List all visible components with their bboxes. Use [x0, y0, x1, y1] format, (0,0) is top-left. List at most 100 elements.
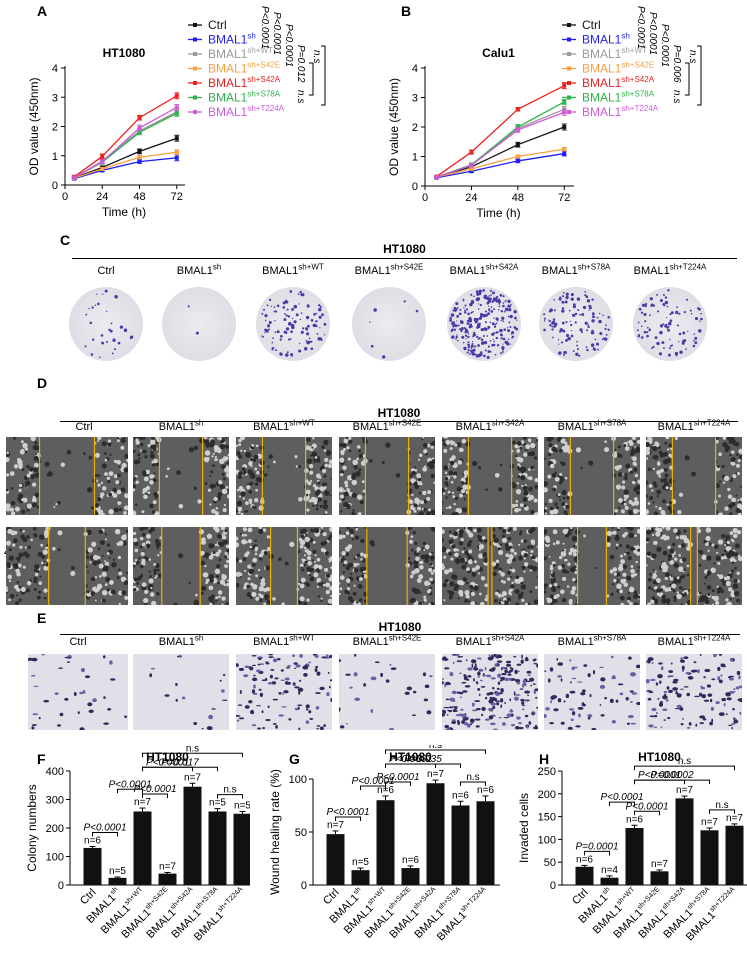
data-point-ctrl: [562, 125, 567, 129]
transwell-column-label: BMAL1sh+S42A: [455, 633, 525, 648]
significance-label: n.s: [678, 756, 691, 767]
legend-label-s42a: BMAL1sh+S42A: [208, 75, 281, 90]
legend-marker: [567, 52, 571, 56]
legend-label-wt: BMAL1sh+WT: [208, 46, 273, 61]
data-point-s42e: [515, 154, 520, 159]
y-tick-label: 0: [52, 180, 58, 192]
significance-bracket: [142, 752, 243, 758]
data-point-t224a: [469, 163, 474, 168]
significance-label: P<0.0001: [625, 801, 668, 812]
bar: [650, 871, 669, 885]
y-tick-label: 200: [538, 789, 556, 801]
series-line-sh: [436, 152, 565, 179]
data-point-s42e: [469, 166, 474, 171]
y-tick-label: 50: [544, 857, 556, 869]
legend-label-sh: BMAL1sh: [208, 32, 256, 47]
transwell-image: [544, 654, 640, 730]
y-tick-label: 0: [412, 181, 418, 193]
n-label: n=5: [109, 866, 126, 877]
data-point-s42e: [137, 155, 142, 160]
wound-column-label: BMAL1sh+T224A: [657, 418, 731, 433]
n-label: n=5: [234, 800, 250, 811]
panel-letter-f: F: [37, 751, 46, 767]
wound-image-0h: [646, 437, 742, 515]
significance-bracket: [634, 779, 710, 785]
y-tick-label: 2: [52, 122, 58, 134]
significance-label: P<0.0001: [351, 776, 394, 787]
significance-label: P<0.0001: [376, 772, 419, 783]
bar-chart-wound-healing: HT1080 0 50 100 Wound healing rate (%) n=7 Ctr…: [268, 745, 500, 943]
y-tick-label: 200: [46, 823, 64, 835]
legend-marker: [193, 52, 197, 56]
legend-marker: [193, 81, 197, 85]
y-tick-label: 0: [550, 880, 556, 892]
p-value-label: n.s: [671, 90, 682, 103]
series-line-t224a: [436, 111, 565, 178]
data-point-sh: [469, 169, 474, 174]
legend-marker: [567, 81, 571, 85]
transwell-column-label: BMAL1sh+S78A: [557, 633, 627, 648]
wound-column-label: BMAL1sh+WT: [253, 418, 315, 433]
n-label: n=6: [626, 814, 643, 825]
panel-e-rule: [60, 634, 740, 635]
n-label: n=7: [676, 785, 693, 796]
data-point-s42e: [100, 166, 105, 171]
panel-d-rule: [60, 421, 738, 422]
x-tick-label: 48: [133, 191, 145, 203]
panel-letter-e: E: [37, 610, 47, 626]
series-line-s42a: [73, 95, 178, 178]
chart-title: HT1080: [638, 750, 681, 764]
wound-image-0h: [442, 437, 538, 515]
significance-bracket: [460, 781, 486, 786]
bar: [401, 868, 420, 885]
bar: [725, 825, 744, 885]
bar-chart-invaded-cells: HT1080 0 50 100 150 200 250 Invaded cells n=6 Ctr…: [517, 750, 747, 943]
data-point-ctrl: [174, 136, 179, 141]
significance-bracket: [385, 749, 486, 755]
bar: [233, 813, 250, 885]
n-label: n=5: [352, 857, 369, 868]
legend-marker: [193, 37, 197, 42]
y-tick-label: 150: [538, 812, 556, 824]
wound-image-48h: [339, 527, 435, 605]
wound-image-48h: [544, 527, 640, 605]
y-tick-label: 2: [412, 122, 418, 134]
bracket: [697, 45, 702, 106]
bar: [133, 811, 152, 885]
colony-dish: [352, 287, 426, 361]
significance-bracket: [385, 781, 411, 786]
series-line-s78a: [436, 101, 565, 178]
p-value-label: P<0.0001: [647, 12, 658, 55]
chart-title: HT1080: [389, 750, 432, 764]
y-axis-label: Wound healing rate (%): [268, 769, 282, 895]
y-tick-label: 3: [412, 93, 418, 105]
legend-marker: [567, 66, 571, 71]
colony-dish: [69, 287, 143, 361]
wound-image-0h: [544, 437, 640, 515]
bar: [83, 847, 102, 885]
y-tick-label: 3: [52, 92, 58, 104]
series-line-sh: [74, 157, 177, 180]
legend-label-wt: BMAL1sh+WT: [582, 46, 647, 61]
wound-column-label: Ctrl: [75, 421, 93, 433]
x-tick-label: 72: [558, 192, 570, 204]
significance-label: P<0.0001: [108, 779, 151, 790]
bar: [600, 877, 619, 885]
data-point-t224a: [515, 127, 520, 132]
legend-label-ctrl: Ctrl: [208, 18, 227, 32]
legend-marker: [567, 37, 571, 42]
bar: [476, 801, 495, 885]
n-label: n=6: [84, 836, 101, 847]
data-point-s42a: [469, 150, 474, 155]
n-label: n=7: [427, 769, 444, 780]
data-point-t224a: [137, 125, 142, 130]
n-label: n=6: [377, 785, 394, 796]
legend-label-sh: BMAL1sh: [582, 32, 630, 47]
colony-dish: [633, 287, 707, 361]
x-tick-label: 0: [62, 191, 68, 203]
series-line-s42e: [436, 148, 565, 178]
transwell-column-label: BMAL1sh+WT: [253, 633, 315, 648]
significance-bracket: [142, 793, 168, 799]
data-point-s42a: [515, 107, 520, 112]
panel-letter-h: H: [539, 751, 550, 767]
